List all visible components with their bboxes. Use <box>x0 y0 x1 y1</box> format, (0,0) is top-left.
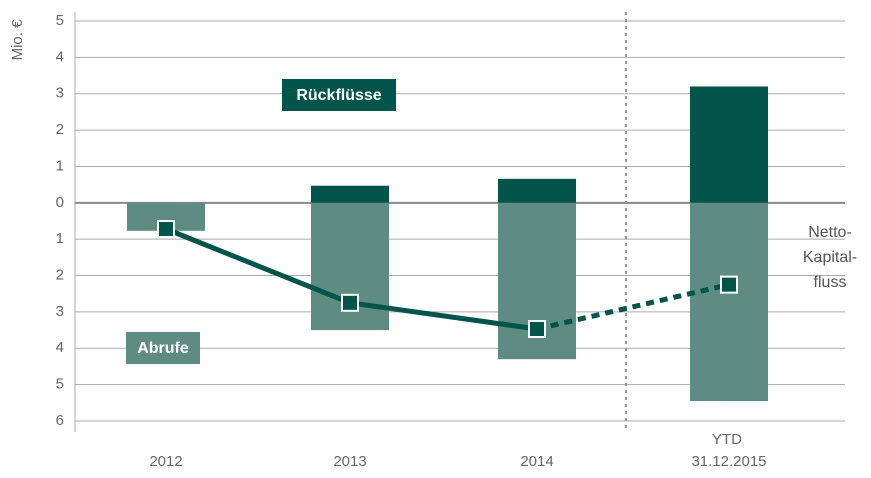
y-tick-label: 5 <box>56 376 64 393</box>
net-line-label: Kapital- <box>803 249 857 266</box>
net-line <box>536 282 730 332</box>
legend-box <box>126 332 200 364</box>
net-marker <box>341 293 359 312</box>
bar <box>690 202 768 401</box>
y-tick-label: 3 <box>56 303 64 320</box>
y-tick-label: 0 <box>56 194 64 211</box>
y-tick-label: 1 <box>56 230 64 247</box>
net-line-label: fluss <box>814 274 847 291</box>
y-tick-label: 2 <box>56 267 64 284</box>
y-tick-label: 4 <box>56 339 64 356</box>
bar <box>498 178 576 203</box>
net-marker <box>528 320 546 338</box>
net-marker <box>720 275 738 294</box>
legend-label: Rückflüsse <box>296 87 381 104</box>
y-tick-label: 6 <box>56 412 64 429</box>
net-marker <box>157 220 175 238</box>
bar <box>311 185 389 203</box>
legend-box <box>282 79 396 111</box>
y-tick-label: 1 <box>56 157 64 174</box>
x-tick-label: 2013 <box>333 453 366 470</box>
y-axis-label: Mio. € <box>9 19 26 61</box>
x-tick-label: 2014 <box>520 453 553 470</box>
legend-label: Abrufe <box>137 340 189 357</box>
x-tick-label: 2012 <box>149 453 182 470</box>
bar <box>690 86 768 203</box>
y-tick-label: 5 <box>56 12 64 29</box>
y-tick-label: 4 <box>56 48 64 65</box>
x-tick-label: YTD 31.12.2015 <box>691 431 766 470</box>
net-line-label: Netto- <box>808 224 852 241</box>
y-tick-label: 2 <box>56 121 64 138</box>
y-tick-label: 3 <box>56 85 64 102</box>
